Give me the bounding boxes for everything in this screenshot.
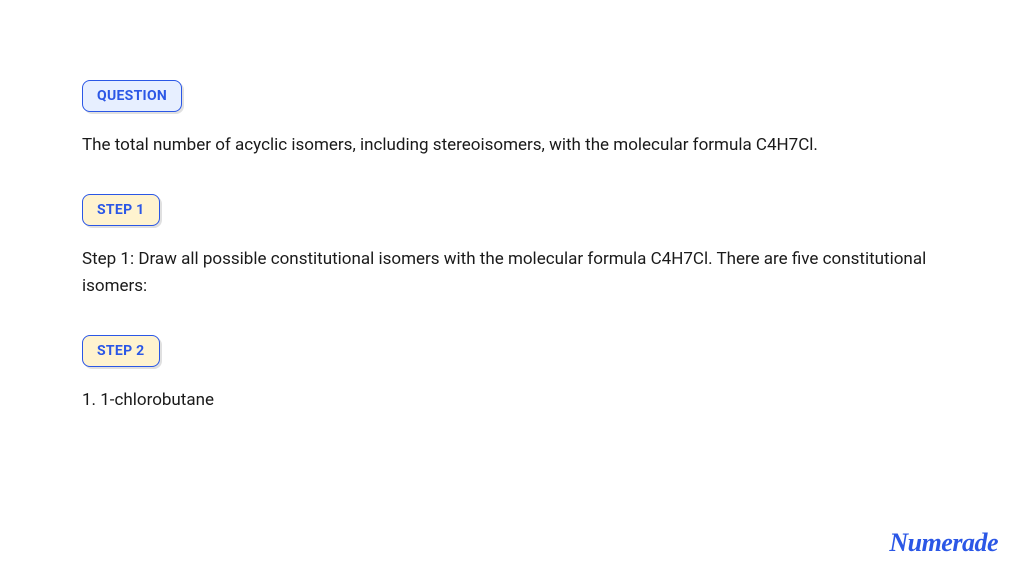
step-2-text: 1. 1-chlorobutane [82,387,942,413]
content-page: QUESTION The total number of acyclic iso… [0,0,1024,413]
step-2-badge: STEP 2 [82,335,160,367]
question-section: QUESTION The total number of acyclic iso… [82,80,942,158]
question-badge: QUESTION [82,80,182,112]
brand-logo: Numerade [889,528,998,558]
step-1-section: STEP 1 Step 1: Draw all possible constit… [82,194,942,299]
question-text: The total number of acyclic isomers, inc… [82,132,942,158]
step-1-text: Step 1: Draw all possible constitutional… [82,246,942,299]
step-1-badge: STEP 1 [82,194,160,226]
step-2-section: STEP 2 1. 1-chlorobutane [82,335,942,413]
